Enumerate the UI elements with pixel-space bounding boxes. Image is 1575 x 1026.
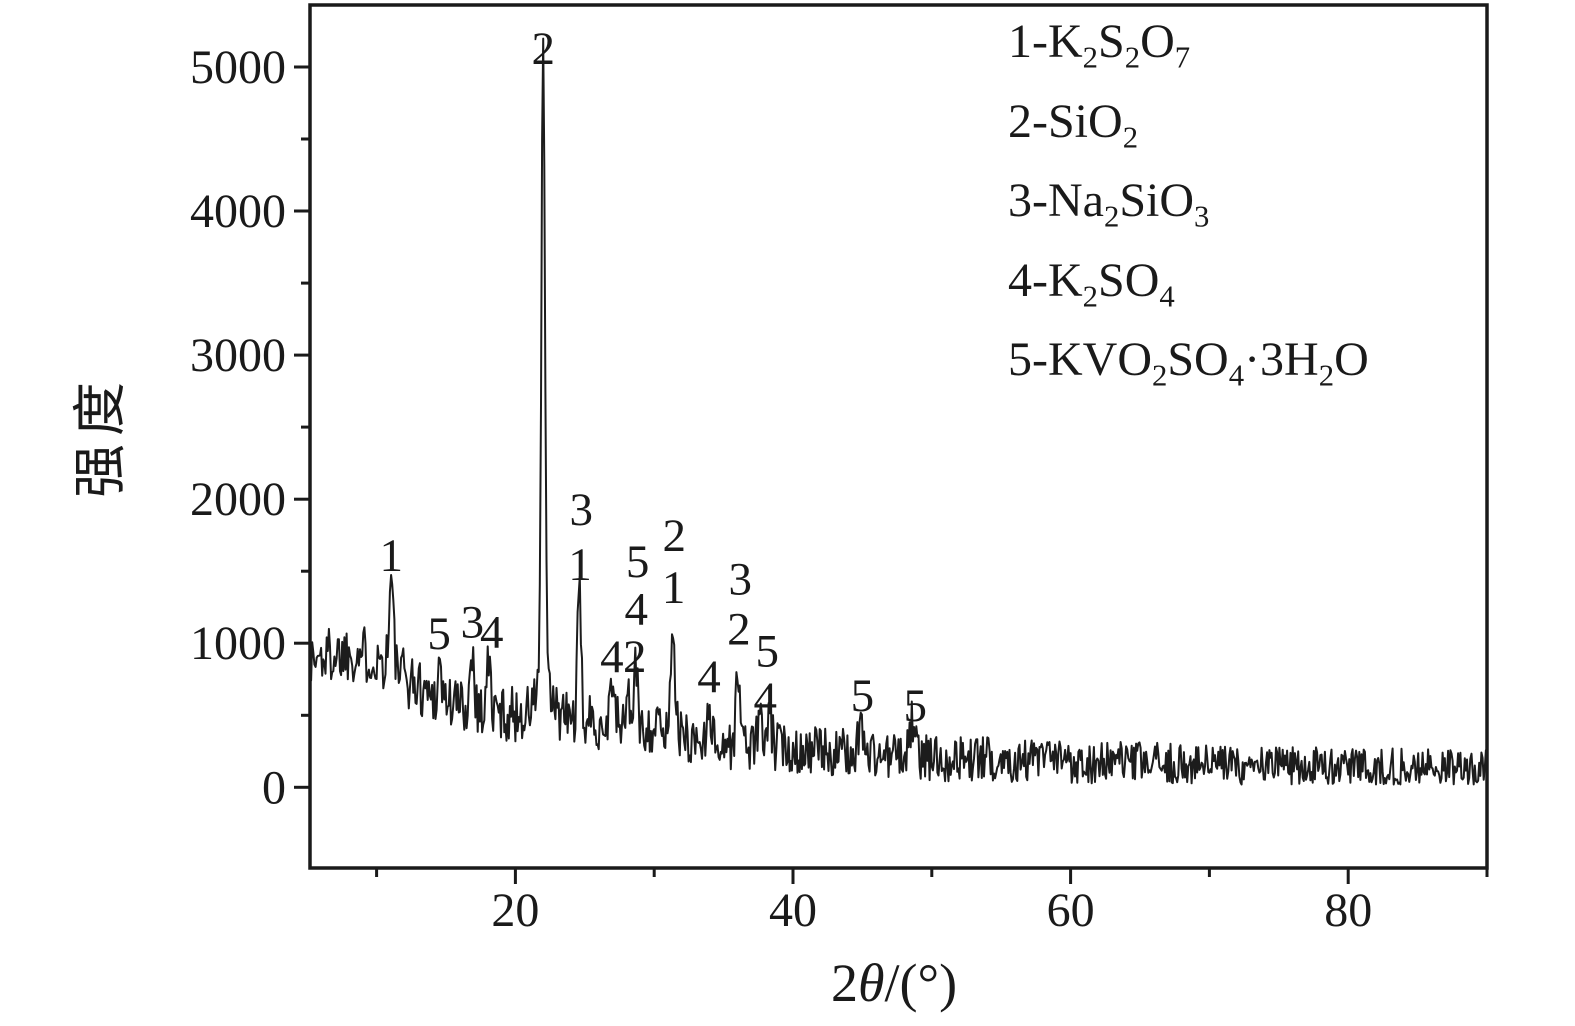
peak-label-4: 4 [754,673,778,725]
tick-labels: 20 40 60 80 0 1000 2000 3000 4000 5000 [190,41,1372,937]
peak-label-5: 5 [626,536,650,588]
y-tick-label: 0 [262,761,286,814]
peak-label-2: 2 [727,604,751,656]
y-tick-label: 4000 [190,185,286,238]
peak-label-1: 1 [568,539,592,591]
y-tick-label: 3000 [190,329,286,382]
peak-label-2: 2 [623,631,647,683]
plot-frame [308,3,1489,870]
x-axis-label-suffix: /(°) [884,953,958,1013]
legend-entry: 1-K2S2O7 [1008,15,1191,75]
y-tick-label: 2000 [190,473,286,526]
peak-label-4: 4 [480,607,504,659]
theta-symbol: θ [857,953,885,1013]
x-tick-label: 40 [769,884,817,937]
legend-entry: 4-K2SO4 [1008,253,1175,314]
peak-label-4: 4 [600,631,624,683]
peak-label-4: 4 [697,651,721,703]
peak-label-3: 3 [461,597,485,649]
legend: 1-K2S2O7 2-SiO2 3-Na2SiO3 4-K2SO4 5-KVO2SO4·… [1008,10,1369,408]
peak-label-3: 3 [729,553,753,605]
axis-ticks [294,65,1489,884]
peak-label-5: 5 [427,608,451,660]
y-axis-label: 强度 [70,374,131,498]
x-tick-label: 60 [1047,884,1095,937]
peak-label-4: 4 [624,584,648,636]
peak-label-2: 2 [531,23,555,75]
xrd-trace [310,37,1487,786]
peak-label-1: 1 [379,530,403,582]
peak-label-3: 3 [570,484,594,536]
peak-label-2: 2 [663,510,687,562]
peak-label-5: 5 [851,670,875,722]
x-axis-label-prefix: 2 [830,953,858,1013]
peak-label-5: 5 [903,680,927,732]
legend-entry: 2-SiO2 [1008,94,1139,155]
peak-label-1: 1 [662,562,686,614]
legend-entry: 3-Na2SiO3 [1008,174,1210,234]
y-tick-label: 5000 [190,41,286,94]
y-tick-label: 1000 [190,617,286,670]
peak-label-5: 5 [756,625,780,677]
x-tick-label: 20 [491,884,539,937]
x-axis-label: 2θ/(°) [831,952,957,1014]
legend-entry: 5-KVO2SO4·3H2O [1008,333,1369,393]
x-tick-label: 80 [1324,884,1372,937]
